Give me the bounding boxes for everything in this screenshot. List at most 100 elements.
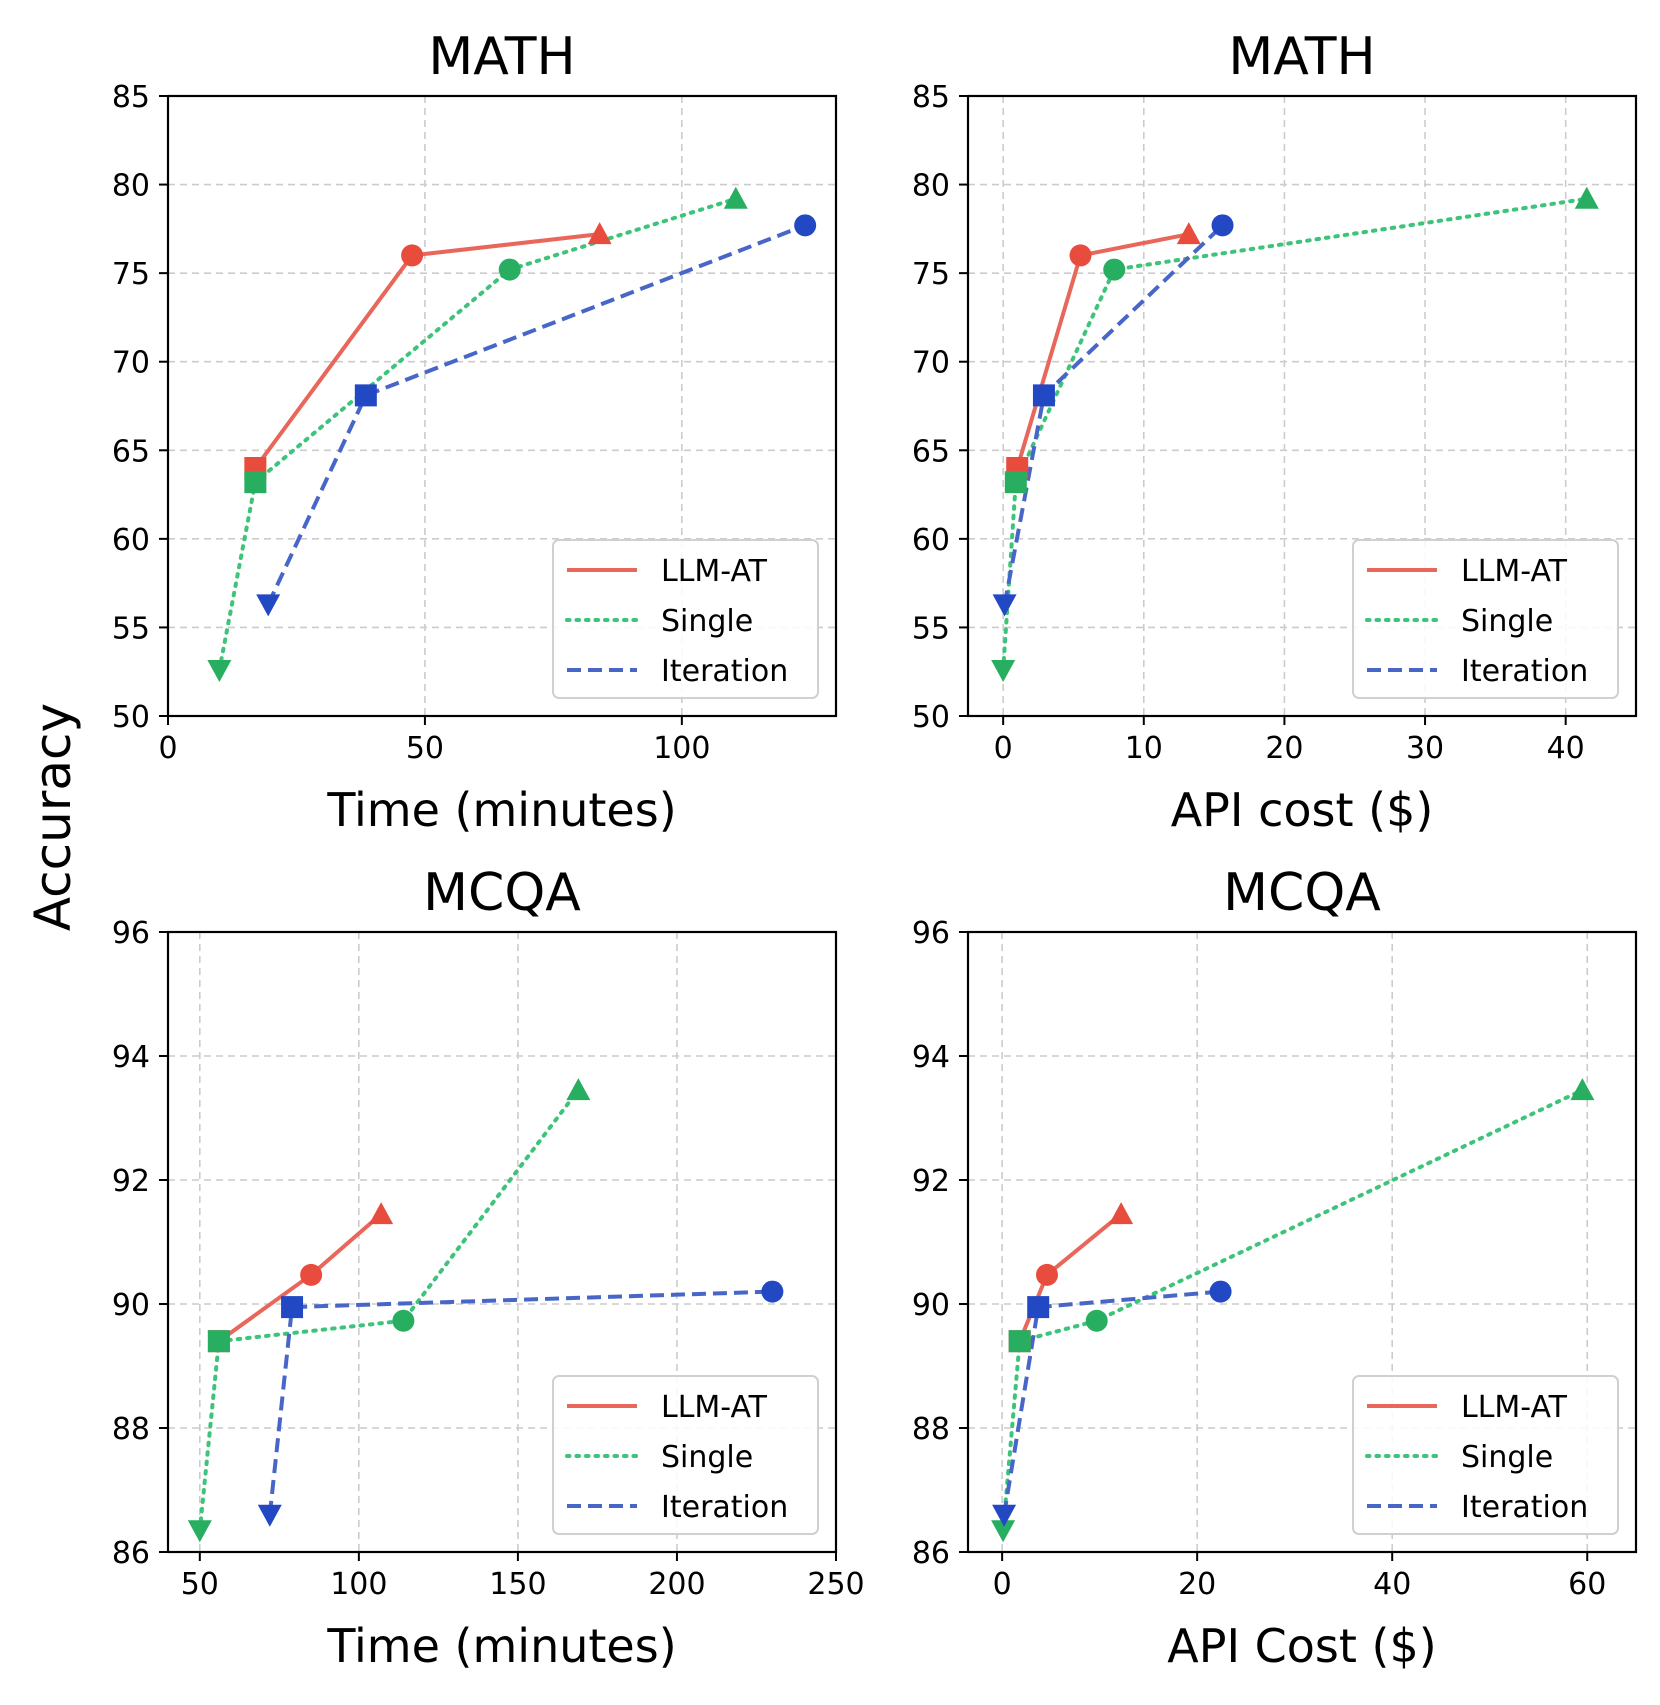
data-point-llm-at	[1109, 1202, 1134, 1225]
y-tick-label: 86	[912, 1536, 950, 1571]
data-point-iteration	[1211, 214, 1234, 237]
y-tick-label: 65	[912, 434, 950, 469]
chart-title: MCQA	[423, 863, 581, 923]
data-point-llm-at	[587, 222, 612, 245]
legend-label: Iteration	[661, 1490, 788, 1525]
x-axis-label: API cost ($)	[1171, 783, 1434, 837]
x-tick-label: 0	[994, 731, 1013, 766]
legend: LLM-AT Single Iteration	[552, 1375, 819, 1535]
legend-label: Iteration	[661, 654, 788, 689]
y-tick-label: 50	[112, 700, 150, 735]
data-point-iteration	[256, 594, 281, 617]
x-tick-label: 100	[330, 1567, 387, 1602]
y-tick-label: 75	[912, 257, 950, 292]
y-tick-label: 70	[112, 346, 150, 381]
x-tick-label: 10	[1125, 731, 1163, 766]
data-point-single	[1004, 471, 1027, 494]
legend-label: Iteration	[1461, 1490, 1588, 1525]
data-point-single	[187, 1520, 212, 1543]
y-tick-label: 86	[112, 1536, 150, 1571]
series-line-iteration	[1002, 1289, 1221, 1516]
y-tick-label: 55	[912, 611, 950, 646]
x-tick-label: 200	[648, 1567, 705, 1602]
data-point-single	[1085, 1309, 1108, 1332]
data-point-single	[991, 659, 1016, 682]
series-line-single	[217, 196, 738, 672]
x-tick-label: 100	[653, 731, 710, 766]
x-axis-label: Time (minutes)	[326, 1619, 676, 1673]
x-tick-label: 60	[1568, 1567, 1606, 1602]
x-tick-label: 20	[1265, 731, 1303, 766]
data-point-iteration	[794, 214, 817, 237]
data-point-single	[244, 471, 267, 494]
legend-label: Iteration	[1461, 654, 1588, 689]
data-point-llm-at	[1176, 222, 1201, 245]
y-tick-label: 85	[912, 80, 950, 115]
y-tick-label: 96	[912, 916, 950, 951]
x-tick-label: 40	[1373, 1567, 1411, 1602]
y-tick-label: 55	[112, 611, 150, 646]
series-line-single	[1001, 1088, 1585, 1533]
data-point-iteration	[992, 594, 1017, 617]
chart-panel-4: 0 20 40 60 86 88 90 92 94 96 MCQA API Cost ($) LLM-A…	[912, 863, 1638, 1673]
y-tick-label: 60	[112, 523, 150, 558]
data-point-single	[1103, 258, 1126, 281]
data-point-iteration	[761, 1280, 784, 1303]
data-point-llm-at	[300, 1263, 323, 1286]
series-line-iteration	[1002, 223, 1224, 605]
data-point-single	[392, 1309, 415, 1332]
legend-label: Single	[1461, 604, 1553, 639]
legend-label: Single	[661, 604, 753, 639]
data-point-single	[1570, 1078, 1595, 1101]
x-tick-label: 30	[1406, 731, 1444, 766]
y-tick-label: 88	[912, 1412, 950, 1447]
x-tick-label: 0	[993, 1567, 1012, 1602]
data-point-llm-at	[369, 1202, 394, 1225]
legend-label: LLM-AT	[661, 1390, 768, 1425]
data-point-single	[1574, 186, 1599, 209]
axes-frame	[166, 94, 838, 718]
legend-label: Single	[661, 1440, 753, 1475]
y-tick-label: 94	[112, 1040, 150, 1075]
axes-frame	[966, 930, 1638, 1554]
series-line-iteration	[267, 1289, 773, 1516]
legend-box	[552, 1375, 819, 1535]
y-tick-label: 85	[112, 80, 150, 115]
y-tick-label: 90	[912, 1288, 950, 1323]
chart-panel-3: 50 100 150 200 250 86 88 90 92 94 96 MCQA Time (minu…	[112, 863, 865, 1673]
y-tick-label: 70	[912, 346, 950, 381]
y-tick-label: 94	[912, 1040, 950, 1075]
x-tick-label: 0	[158, 731, 177, 766]
data-point-iteration	[257, 1504, 282, 1527]
x-axis-label: Time (minutes)	[326, 783, 676, 837]
data-point-single	[207, 1330, 230, 1353]
x-tick-label: 40	[1547, 731, 1585, 766]
data-point-iteration	[354, 384, 377, 407]
data-point-single	[566, 1078, 591, 1101]
legend-box	[552, 539, 819, 699]
data-point-iteration	[992, 1504, 1017, 1527]
series-line-llm-at	[217, 1212, 383, 1343]
y-tick-label: 65	[112, 434, 150, 469]
x-tick-label: 150	[489, 1567, 546, 1602]
y-tick-label: 96	[112, 916, 150, 951]
chart-title: MCQA	[1223, 863, 1381, 923]
y-tick-label: 88	[112, 1412, 150, 1447]
data-point-iteration	[281, 1296, 304, 1319]
data-point-iteration	[1209, 1280, 1232, 1303]
data-point-llm-at	[401, 244, 424, 267]
legend-box	[1352, 539, 1619, 699]
y-tick-label: 92	[112, 1164, 150, 1199]
y-tick-label: 80	[912, 169, 950, 204]
data-point-single	[723, 186, 748, 209]
legend-label: Single	[1461, 1440, 1553, 1475]
x-tick-label: 250	[807, 1567, 864, 1602]
y-tick-label: 90	[112, 1288, 150, 1323]
y-tick-label: 60	[912, 523, 950, 558]
chart-title: MATH	[428, 27, 575, 87]
legend: LLM-AT Single Iteration	[1352, 1375, 1619, 1535]
y-tick-label: 75	[112, 257, 150, 292]
data-point-single	[991, 1520, 1016, 1543]
legend-label: LLM-AT	[661, 554, 768, 589]
